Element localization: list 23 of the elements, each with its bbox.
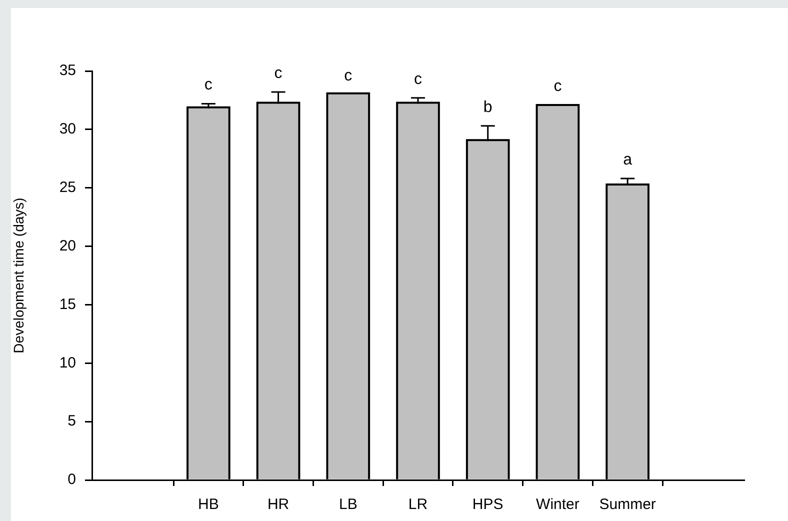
y-tick-label: 5 — [68, 412, 76, 430]
y-tick-label: 0 — [68, 471, 76, 488]
x-tick-label: LR — [408, 496, 428, 514]
annotation: c — [344, 67, 352, 84]
annotation: c — [204, 76, 212, 94]
y-axis-title: Development time (days) — [10, 198, 26, 354]
annotation: a — [623, 152, 632, 169]
x-tick-label: Summer — [599, 496, 656, 514]
y-tick-label: 15 — [59, 296, 76, 313]
x-tick-label: LB — [338, 496, 358, 514]
y-tick-label: 10 — [59, 354, 76, 372]
annotation: c — [554, 78, 562, 95]
y-tick-label: 30 — [59, 120, 76, 138]
annotation: c — [274, 65, 282, 82]
y-tick-label: 25 — [59, 179, 76, 196]
annotation: c — [414, 70, 422, 88]
x-tick-label: HR — [267, 496, 290, 514]
y-tick-label: 20 — [59, 237, 76, 254]
y-tick-label: 35 — [59, 62, 76, 80]
annotation: b — [483, 98, 492, 116]
x-tick-label: Winter — [536, 496, 580, 514]
x-tick-label: HB — [198, 496, 219, 514]
x-tick-label: HPS — [472, 496, 504, 514]
